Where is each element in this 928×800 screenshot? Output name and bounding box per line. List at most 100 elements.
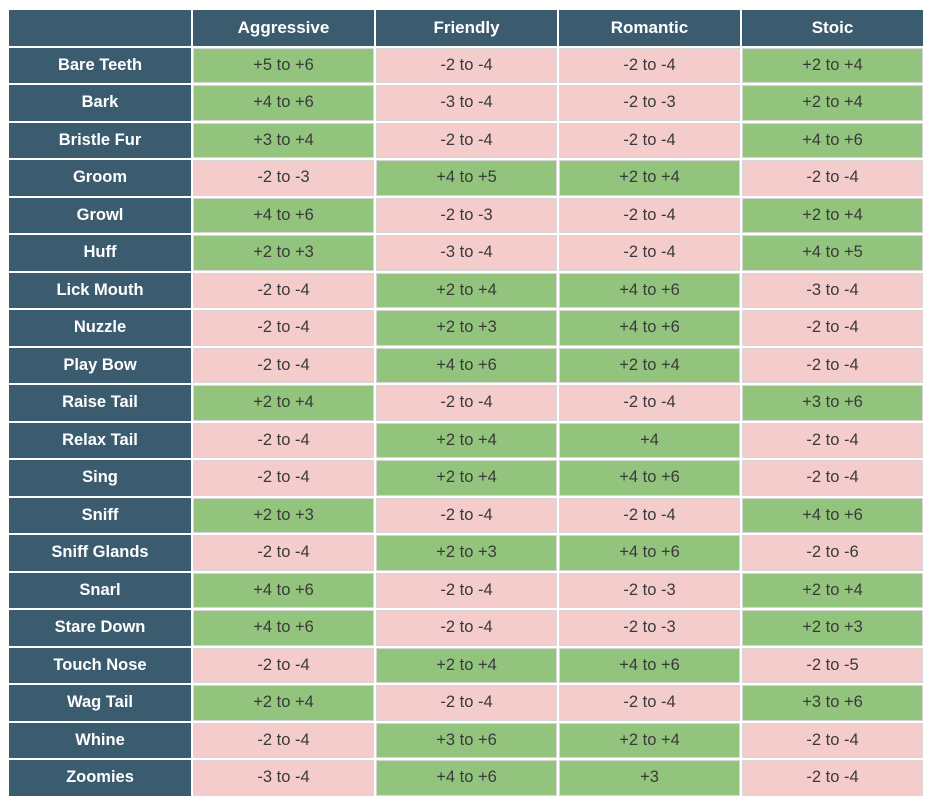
behavior-table-container: Aggressive Friendly Romantic Stoic Bare … [7, 8, 924, 798]
value-cell-stoic: -2 to -4 [742, 160, 923, 196]
row-label: Bark [9, 85, 191, 121]
column-header-stoic: Stoic [742, 10, 923, 46]
value-cell-stoic: -2 to -4 [742, 310, 923, 346]
table-row: Groom -2 to -3 +4 to +5 +2 to +4 -2 to -4 [9, 160, 923, 196]
value-cell-stoic: -2 to -4 [742, 422, 923, 458]
column-header-friendly: Friendly [376, 10, 557, 46]
table-row: Raise Tail +2 to +4 -2 to -4 -2 to -4 +3 to … [9, 385, 923, 421]
value-cell-aggressive: -2 to -4 [193, 272, 374, 308]
row-label: Sniff [9, 497, 191, 533]
value-cell-stoic: +4 to +6 [742, 122, 923, 158]
row-label: Play Bow [9, 347, 191, 383]
value-cell-aggressive: -3 to -4 [193, 760, 374, 796]
value-cell-friendly: -2 to -4 [376, 122, 557, 158]
value-cell-friendly: +4 to +5 [376, 160, 557, 196]
value-cell-aggressive: -2 to -3 [193, 160, 374, 196]
table-row: Play Bow -2 to -4 +4 to +6 +2 to +4 -2 to -4 [9, 347, 923, 383]
table-row: Bark +4 to +6 -3 to -4 -2 to -3 +2 to +4 [9, 85, 923, 121]
table-row: Relax Tail -2 to -4 +2 to +4 +4 -2 to -4 [9, 422, 923, 458]
value-cell-stoic: +2 to +4 [742, 47, 923, 83]
value-cell-friendly: -2 to -4 [376, 610, 557, 646]
table-row: Stare Down +4 to +6 -2 to -4 -2 to -3 +2 to … [9, 610, 923, 646]
value-cell-stoic: +2 to +4 [742, 85, 923, 121]
value-cell-romantic: -2 to -4 [559, 685, 740, 721]
value-cell-aggressive: +4 to +6 [193, 572, 374, 608]
value-cell-romantic: +2 to +4 [559, 722, 740, 758]
table-row: Touch Nose -2 to -4 +2 to +4 +4 to +6 -2 to … [9, 647, 923, 683]
value-cell-friendly: -3 to -4 [376, 235, 557, 271]
value-cell-aggressive: +3 to +4 [193, 122, 374, 158]
row-label: Stare Down [9, 610, 191, 646]
value-cell-stoic: -2 to -4 [742, 347, 923, 383]
row-label: Sing [9, 460, 191, 496]
value-cell-romantic: -2 to -3 [559, 572, 740, 608]
value-cell-aggressive: -2 to -4 [193, 647, 374, 683]
value-cell-aggressive: +4 to +6 [193, 85, 374, 121]
value-cell-friendly: +2 to +4 [376, 647, 557, 683]
row-label: Bare Teeth [9, 47, 191, 83]
value-cell-romantic: -2 to -3 [559, 610, 740, 646]
value-cell-friendly: -2 to -4 [376, 685, 557, 721]
row-label: Huff [9, 235, 191, 271]
value-cell-friendly: +2 to +4 [376, 460, 557, 496]
value-cell-friendly: +4 to +6 [376, 760, 557, 796]
row-label: Whine [9, 722, 191, 758]
table-row: Wag Tail +2 to +4 -2 to -4 -2 to -4 +3 to +6 [9, 685, 923, 721]
value-cell-stoic: +4 to +6 [742, 497, 923, 533]
value-cell-aggressive: -2 to -4 [193, 310, 374, 346]
value-cell-stoic: +2 to +4 [742, 572, 923, 608]
value-cell-romantic: -2 to -4 [559, 47, 740, 83]
row-label: Zoomies [9, 760, 191, 796]
row-label: Nuzzle [9, 310, 191, 346]
value-cell-friendly: +3 to +6 [376, 722, 557, 758]
header-row: Aggressive Friendly Romantic Stoic [9, 10, 923, 46]
table-row: Bristle Fur +3 to +4 -2 to -4 -2 to -4 +4 to… [9, 122, 923, 158]
value-cell-friendly: +2 to +4 [376, 272, 557, 308]
column-header-aggressive: Aggressive [193, 10, 374, 46]
value-cell-aggressive: -2 to -4 [193, 347, 374, 383]
value-cell-romantic: -2 to -3 [559, 85, 740, 121]
value-cell-romantic: +4 to +6 [559, 460, 740, 496]
header-corner-cell [9, 10, 191, 46]
value-cell-aggressive: -2 to -4 [193, 722, 374, 758]
value-cell-stoic: -2 to -6 [742, 535, 923, 571]
value-cell-friendly: -2 to -4 [376, 385, 557, 421]
table-row: Bare Teeth +5 to +6 -2 to -4 -2 to -4 +2 to … [9, 47, 923, 83]
value-cell-romantic: +2 to +4 [559, 347, 740, 383]
value-cell-stoic: +4 to +5 [742, 235, 923, 271]
table-row: Sniff +2 to +3 -2 to -4 -2 to -4 +4 to +6 [9, 497, 923, 533]
value-cell-romantic: +4 to +6 [559, 272, 740, 308]
row-label: Bristle Fur [9, 122, 191, 158]
table-row: Huff +2 to +3 -3 to -4 -2 to -4 +4 to +5 [9, 235, 923, 271]
value-cell-friendly: +2 to +3 [376, 535, 557, 571]
row-label: Growl [9, 197, 191, 233]
table-row: Snarl +4 to +6 -2 to -4 -2 to -3 +2 to +4 [9, 572, 923, 608]
value-cell-aggressive: -2 to -4 [193, 460, 374, 496]
column-header-romantic: Romantic [559, 10, 740, 46]
value-cell-aggressive: +4 to +6 [193, 197, 374, 233]
value-cell-romantic: -2 to -4 [559, 235, 740, 271]
value-cell-romantic: -2 to -4 [559, 497, 740, 533]
table-row: Zoomies -3 to -4 +4 to +6 +3 -2 to -4 [9, 760, 923, 796]
value-cell-romantic: +2 to +4 [559, 160, 740, 196]
value-cell-romantic: +4 to +6 [559, 535, 740, 571]
table-row: Growl +4 to +6 -2 to -3 -2 to -4 +2 to +4 [9, 197, 923, 233]
value-cell-friendly: +2 to +4 [376, 422, 557, 458]
row-label: Groom [9, 160, 191, 196]
row-label: Relax Tail [9, 422, 191, 458]
value-cell-romantic: +4 [559, 422, 740, 458]
value-cell-stoic: -2 to -4 [742, 722, 923, 758]
value-cell-stoic: +2 to +3 [742, 610, 923, 646]
row-label: Sniff Glands [9, 535, 191, 571]
value-cell-friendly: -2 to -3 [376, 197, 557, 233]
value-cell-stoic: +3 to +6 [742, 385, 923, 421]
value-cell-aggressive: +4 to +6 [193, 610, 374, 646]
value-cell-friendly: -2 to -4 [376, 572, 557, 608]
table-row: Lick Mouth -2 to -4 +2 to +4 +4 to +6 -3 to … [9, 272, 923, 308]
value-cell-romantic: -2 to -4 [559, 122, 740, 158]
value-cell-stoic: -2 to -4 [742, 760, 923, 796]
value-cell-friendly: -3 to -4 [376, 85, 557, 121]
value-cell-stoic: -2 to -5 [742, 647, 923, 683]
table-body: Bare Teeth +5 to +6 -2 to -4 -2 to -4 +2 to … [9, 47, 923, 796]
value-cell-friendly: +4 to +6 [376, 347, 557, 383]
